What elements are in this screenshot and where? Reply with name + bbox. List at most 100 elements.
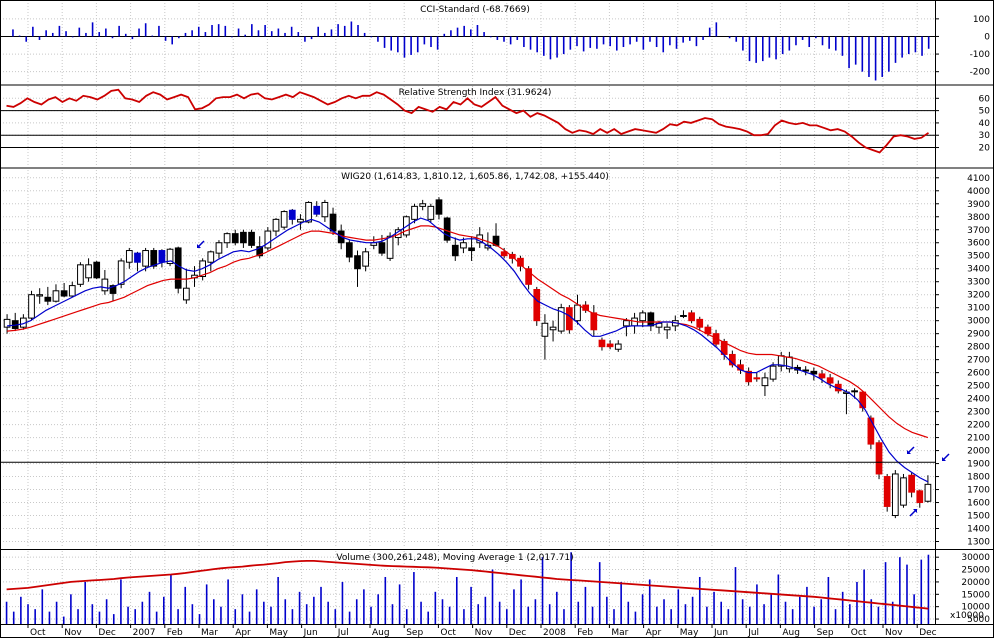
x-tick-label: Oct (440, 628, 456, 638)
y-tick-label: 25000 (961, 566, 990, 576)
candle-body (77, 264, 84, 285)
candle-body (264, 230, 272, 249)
candle-body (36, 294, 44, 297)
x-tick-label: Apr (646, 628, 662, 638)
candle-body (240, 231, 247, 244)
x-tick-label: May (269, 628, 288, 638)
x-tick-label: Jul (747, 628, 759, 638)
signal-arrow-head (907, 450, 911, 454)
x-tick-label: Jun (303, 628, 318, 638)
x-tick-label: Jun (713, 628, 728, 638)
y-tick-label: 20 (979, 144, 991, 154)
candle-body (443, 217, 451, 241)
candle-body (207, 251, 215, 263)
y-tick-label: 5000 (967, 615, 990, 625)
candle-body (427, 205, 435, 220)
candle-body (549, 326, 557, 331)
x-tick-label: Jul (337, 628, 349, 638)
candle-body (272, 218, 280, 232)
candle-body (647, 312, 655, 327)
candle-body (883, 476, 891, 507)
x-tick-label: Sep (406, 628, 423, 638)
signal-arrow-icon (197, 240, 205, 248)
candle-body (256, 246, 264, 257)
candle-body (769, 365, 777, 380)
candle-body (93, 261, 101, 279)
y-tick-label: 3900 (967, 200, 990, 210)
candle-body (280, 211, 288, 228)
rsi-panel: 60 50 40 30 20 Relative Strength Index (31.96… (0, 86, 990, 166)
y-tick-label: 2100 (967, 434, 990, 444)
moving-average-slow-line (7, 225, 929, 439)
candle-body (891, 473, 899, 517)
x-tick-label: Dec (98, 628, 115, 638)
candle-body (875, 442, 883, 475)
x-tick-label: Feb (577, 628, 593, 638)
candle-body (826, 377, 834, 384)
candle-body (900, 477, 907, 506)
y-tick-label: 100 (973, 15, 990, 25)
candle-body (117, 260, 125, 285)
candle-body (557, 307, 565, 332)
y-tick-label: 2900 (967, 330, 990, 340)
y-tick-label: 1300 (967, 538, 990, 548)
y-tick-label: 2400 (967, 395, 990, 405)
x-axis: Oct Nov Dec 2007 Feb Mar Apr May Jun Jul Aug Sep Oct… (27, 624, 937, 638)
candle-body (166, 248, 174, 265)
y-tick-label: 1600 (967, 499, 990, 509)
y-tick-label: 2800 (967, 343, 990, 353)
candle-body (68, 285, 76, 297)
candle-body (541, 322, 549, 337)
candle-body (419, 203, 427, 207)
candle-body (345, 242, 353, 258)
candle-body (435, 199, 443, 215)
candle-body (606, 343, 614, 348)
volume-unit-label: x10000 (950, 611, 984, 621)
candle-body (916, 490, 924, 504)
y-tick-label: 2700 (967, 356, 990, 366)
candle-body (321, 201, 329, 218)
candle-body (305, 201, 312, 223)
x-tick-label: Nov (475, 628, 493, 638)
y-tick-label: 1700 (967, 486, 990, 496)
candle-body (101, 278, 109, 292)
x-tick-label: Aug (782, 628, 800, 638)
candle-body (623, 320, 630, 327)
candle-body (924, 483, 932, 502)
y-tick-label: 3800 (967, 213, 990, 223)
candle-body (598, 339, 606, 348)
cci-panel: 100 0 -100 -200 CCI-Standard (-68.7669) (0, 3, 990, 84)
y-tick-label: 15000 (961, 590, 990, 600)
candle-body (761, 377, 769, 387)
signal-arrow-icon (942, 453, 950, 461)
y-tick-label: 1900 (967, 460, 990, 470)
candle-body (753, 377, 761, 380)
candle-body (354, 255, 361, 270)
rsi-line (6, 88, 930, 154)
candle-body (574, 304, 581, 322)
candle-body (460, 242, 467, 249)
candle-body (174, 247, 182, 289)
candle-body (802, 369, 810, 372)
candle-body (688, 312, 695, 322)
candle-body (908, 474, 915, 493)
candle-body (378, 242, 386, 254)
signal-arrow-head (913, 509, 917, 513)
candle-body (614, 343, 622, 350)
candle-body (867, 417, 875, 445)
candle-body (85, 264, 92, 279)
y-tick-label: 1800 (967, 473, 990, 483)
candle-body (248, 231, 255, 246)
signal-arrow-icon (909, 509, 917, 517)
signal-arrow-head (942, 457, 946, 461)
x-tick-label: 2008 (543, 628, 566, 638)
candle-body (851, 390, 858, 393)
candle-body (125, 250, 133, 263)
y-tick-label: 3600 (967, 239, 990, 249)
x-tick-label: Oct (30, 628, 46, 638)
x-tick-label: Mar (201, 628, 218, 638)
candle-body (223, 233, 231, 244)
y-tick-label: 3300 (967, 278, 990, 288)
candle-body (329, 213, 337, 232)
y-tick-label: 10000 (961, 603, 990, 613)
